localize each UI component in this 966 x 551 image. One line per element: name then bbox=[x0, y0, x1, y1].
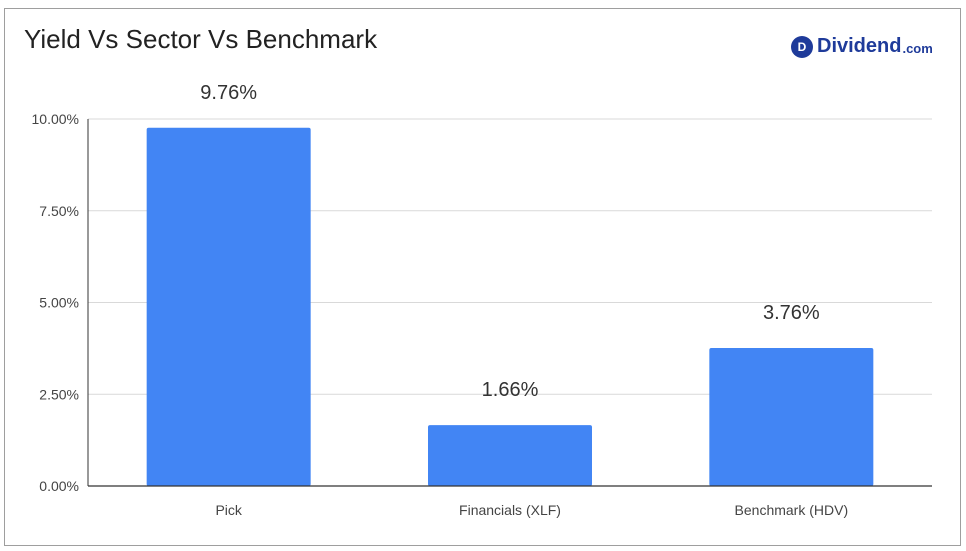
bar bbox=[146, 127, 311, 487]
chart-title: Yield Vs Sector Vs Benchmark bbox=[24, 24, 378, 54]
y-tick-label: 5.00% bbox=[39, 295, 79, 311]
bar bbox=[709, 348, 874, 486]
brand-logo: D Dividend .com bbox=[791, 35, 933, 58]
brand-domain: .com bbox=[902, 41, 933, 56]
data-label: 3.76% bbox=[763, 302, 820, 324]
y-tick-label: 7.50% bbox=[39, 203, 79, 219]
y-tick-label: 2.50% bbox=[39, 386, 79, 402]
x-category-label: Pick bbox=[215, 502, 242, 518]
data-label: 9.76% bbox=[200, 82, 257, 104]
x-category-label: Financials (XLF) bbox=[459, 502, 561, 518]
y-tick-label: 0.00% bbox=[39, 478, 79, 494]
x-category-label: Benchmark (HDV) bbox=[735, 502, 849, 518]
y-tick-label: 10.00% bbox=[32, 111, 79, 127]
brand-name: Dividend bbox=[817, 35, 902, 57]
bar bbox=[428, 425, 592, 486]
data-label: 1.66% bbox=[482, 379, 539, 401]
dividend-logo-icon: D bbox=[791, 35, 813, 58]
